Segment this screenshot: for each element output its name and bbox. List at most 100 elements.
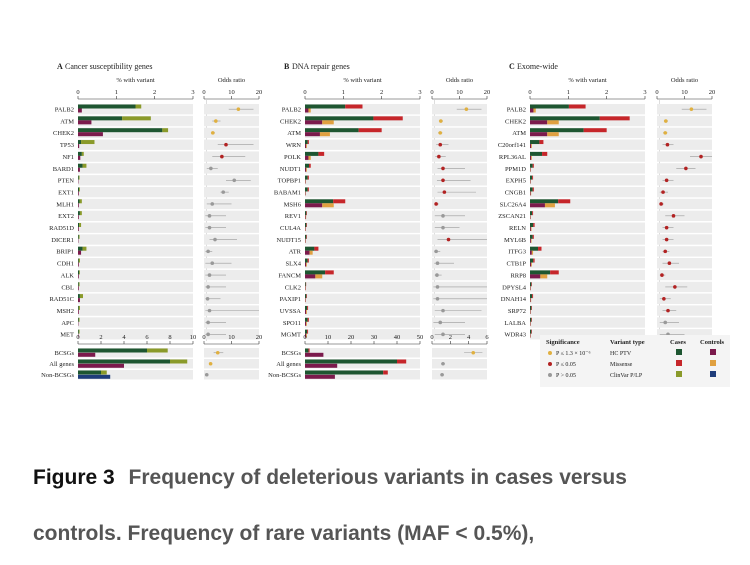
panel-b-bar-cases-missense	[373, 116, 402, 120]
panel-b-gene-label: UVSSA	[280, 308, 302, 315]
panel-a-or-xtick: 0	[202, 89, 205, 96]
panel-a-row-bg	[78, 211, 193, 221]
panel-a-bar-controls	[78, 298, 80, 302]
panel-c-title: Exome-wide	[517, 62, 558, 71]
panel-c-bar-cases	[530, 259, 533, 263]
summary-b-or-point	[441, 362, 445, 366]
panel-b-bar-controls	[305, 109, 308, 113]
panel-b-bar-controls	[305, 274, 315, 278]
panel-a-bar-controls	[78, 132, 103, 136]
panel-b-or-point	[441, 333, 445, 337]
panel-b-bar-cases	[305, 318, 308, 322]
panel-b-title: DNA repair genes	[292, 62, 350, 71]
panel-c-bar-controls	[530, 144, 531, 148]
panel-a-gene-label: CHEK2	[53, 130, 74, 137]
legend-sig-label: P > 0.05	[556, 373, 576, 379]
panel-a-bar-cases	[78, 140, 81, 144]
panel-a-bar-controls	[78, 274, 79, 278]
panel-a-or-point	[208, 214, 212, 218]
panel-c-bar-controls-missense	[531, 263, 532, 267]
panel-c-row-bg	[530, 163, 645, 173]
panel-a-gene-label: ATM	[60, 118, 74, 125]
panel-c-bar-cases	[530, 247, 538, 251]
panel-b-bar-cases-missense	[306, 235, 307, 239]
panel-b-bar-cases-missense	[307, 306, 308, 310]
panel-c-or-point	[684, 167, 688, 171]
panel-c-or-row-bg	[657, 199, 712, 209]
panel-b-or-point	[465, 107, 469, 111]
panel-a-xtick: 0	[76, 89, 79, 96]
panel-a-row-bg	[78, 187, 193, 197]
panel-b-gene-label: SLX4	[285, 261, 301, 268]
panel-a-gene-label: PTEN	[58, 178, 75, 185]
panel-a-bar-controls	[78, 286, 79, 290]
panel-c-or-point	[666, 143, 670, 147]
panel-c-or-xtick: 0	[655, 89, 658, 96]
panel-a-bar-cases	[78, 247, 83, 251]
panel-b-bar-cases-missense	[318, 152, 324, 156]
panel-c-letter: C	[509, 62, 515, 71]
panel-c-bar-cases-missense	[550, 270, 559, 274]
panel-b-gene-label: NUDT15	[276, 237, 301, 244]
summary-b-bar-cases	[305, 360, 397, 364]
panel-c-bar-cases	[530, 187, 533, 191]
summary-a-bar-controls	[78, 364, 124, 368]
summary-label: All genes	[49, 361, 74, 368]
summary-a-bar-controls	[78, 375, 110, 379]
legend-cases-swatch	[676, 371, 682, 377]
panel-b-bar-cases	[305, 105, 345, 109]
summary-a-bar-cases	[78, 349, 147, 353]
summary-b-bar-cases-extra	[383, 371, 388, 375]
panel-b-row-bg	[305, 223, 420, 233]
panel-c-row-bg	[530, 187, 645, 197]
panel-c-or-point	[666, 309, 670, 313]
panel-a-row-bg	[78, 329, 193, 339]
panel-b-bar-controls-missense	[322, 203, 334, 207]
panel-b-row-bg	[305, 246, 420, 256]
panel-b-bar-controls-missense	[322, 120, 334, 124]
panel-a-row-bg	[78, 223, 193, 233]
summary-a-bar-cases	[78, 371, 101, 375]
panel-a-bar-cases-clinvar	[79, 306, 80, 310]
panel-b-bar-controls-missense	[306, 144, 307, 148]
panel-b-bar-cases	[305, 270, 325, 274]
panel-b-gene-label: ATM	[287, 130, 301, 137]
panel-c-gene-label: SLC26A4	[500, 201, 527, 208]
panel-a-xtick: 3	[191, 89, 194, 96]
panel-b-bar-controls-missense	[306, 168, 307, 172]
panel-b-gene-label: PALB2	[282, 107, 301, 114]
panel-c-row-bg	[530, 294, 645, 304]
panel-b-or-point	[447, 238, 451, 242]
panel-b-or-point	[437, 155, 441, 159]
panel-a-bar-cases	[78, 105, 136, 109]
summary-b-bar-cases-extra	[308, 349, 309, 353]
panel-c-bar-cases-missense	[542, 152, 547, 156]
panel-a-or-point	[232, 178, 236, 182]
panel-a-or-xtick: 10	[228, 89, 235, 96]
panel-c-gene-label: SRP72	[508, 308, 526, 315]
panel-a-xtick: 2	[153, 89, 156, 96]
panel-b-bar-cases-missense	[306, 223, 307, 227]
panel-b-bar-controls	[305, 322, 306, 326]
panel-b-bar-controls-missense	[315, 274, 322, 278]
panel-b-bar-cases	[305, 199, 333, 203]
panel-b-row-bg	[305, 234, 420, 244]
panel-c-gene-label: C20orf141	[498, 142, 526, 149]
panel-a-or-point	[210, 261, 214, 265]
panel-b-bar-controls	[305, 132, 320, 136]
panel-b-bar-cases	[305, 164, 309, 168]
panel-c-or-point	[663, 250, 667, 254]
legend-sig-label: P ≤ 0.05	[556, 362, 576, 368]
panel-b-row-bg	[305, 294, 420, 304]
panel-b-bar-controls	[305, 120, 322, 124]
panel-a-bar-cases-clinvar	[122, 116, 151, 120]
panel-a-bar-cases-clinvar	[83, 164, 87, 168]
panel-b-bar-controls-missense	[306, 310, 307, 314]
panel-a-or-point	[206, 285, 210, 289]
panel-c-bar-cases-missense	[533, 235, 534, 239]
panel-a-or-point	[224, 143, 228, 147]
panel-a-row-bg	[78, 305, 193, 315]
panel-c-bar-cases-missense	[531, 318, 532, 322]
panel-a-bar-cases-clinvar	[81, 140, 94, 144]
panel-a-bar-cases	[78, 211, 80, 215]
